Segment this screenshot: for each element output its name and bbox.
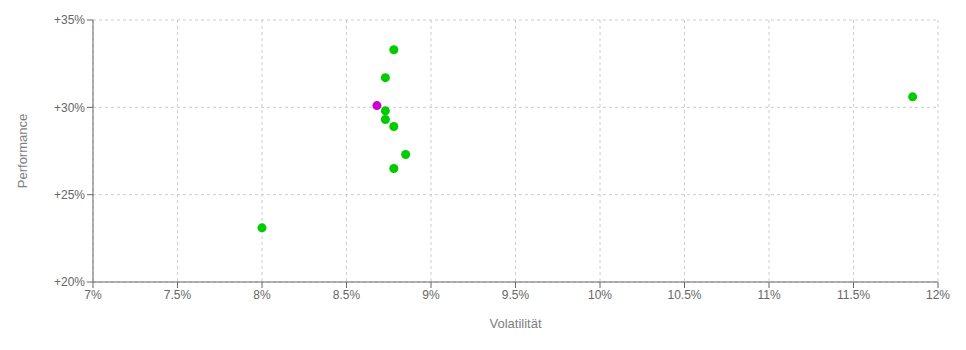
svg-text:11.5%: 11.5%	[837, 288, 870, 302]
svg-text:8%: 8%	[253, 288, 271, 302]
svg-text:12%: 12%	[926, 288, 950, 302]
svg-text:+25%: +25%	[54, 188, 85, 202]
svg-text:+35%: +35%	[54, 13, 85, 27]
svg-text:7%: 7%	[84, 288, 102, 302]
svg-text:9.5%: 9.5%	[502, 288, 530, 302]
svg-text:10.5%: 10.5%	[667, 288, 701, 302]
svg-text:9%: 9%	[422, 288, 440, 302]
svg-text:+30%: +30%	[54, 101, 85, 115]
svg-text:+20%: +20%	[54, 275, 85, 289]
svg-text:Volatilität: Volatilität	[489, 316, 541, 331]
svg-text:8.5%: 8.5%	[333, 288, 361, 302]
svg-text:11%: 11%	[757, 288, 780, 302]
svg-text:10%: 10%	[588, 288, 612, 302]
svg-text:Performance: Performance	[15, 114, 30, 188]
svg-text:7.5%: 7.5%	[164, 288, 192, 302]
